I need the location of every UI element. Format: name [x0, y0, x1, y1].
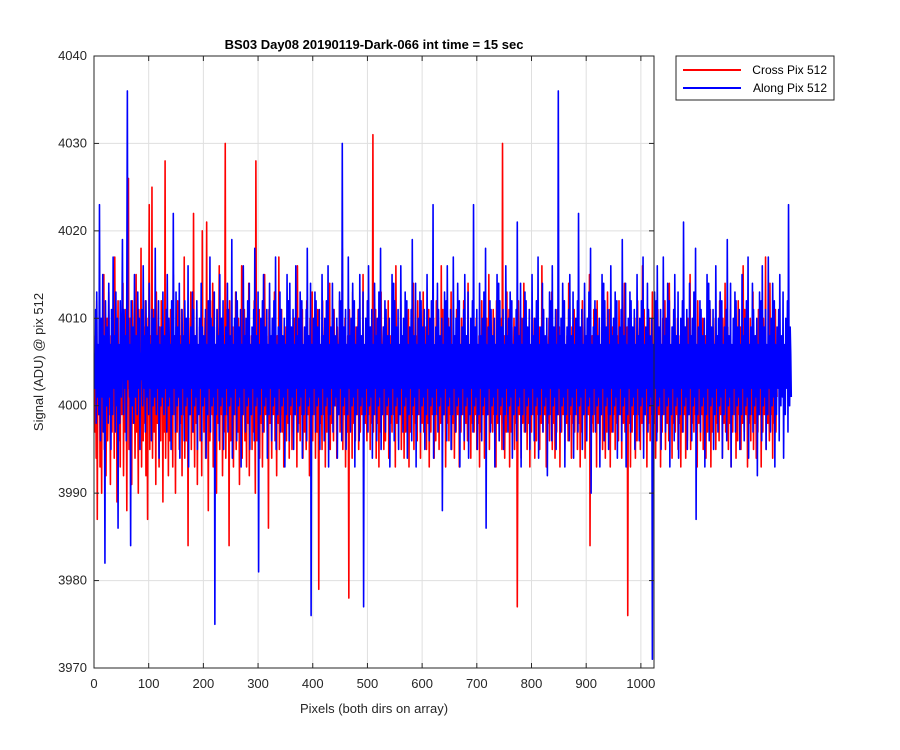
- series-layer: [93, 90, 793, 661]
- x-tick-label: 300: [247, 676, 269, 691]
- y-tick-label: 4010: [58, 310, 87, 325]
- x-tick-label: 700: [466, 676, 488, 691]
- plot-frame: [93, 55, 655, 669]
- y-tick-label: 3970: [58, 660, 87, 675]
- x-tick-label: 100: [138, 676, 160, 691]
- y-tick-label: 4030: [58, 135, 87, 150]
- x-tick-label: 500: [357, 676, 379, 691]
- y-axis-label: Signal (ADU) @ pix 512: [31, 293, 46, 431]
- legend-label-along: Along Pix 512: [753, 81, 827, 95]
- x-tick-label: 1000: [626, 676, 655, 691]
- x-tick-label: 600: [411, 676, 433, 691]
- legend-label-cross: Cross Pix 512: [752, 63, 827, 77]
- x-tick-label: 200: [193, 676, 215, 691]
- y-tick-label: 4000: [58, 398, 87, 413]
- chart-title: BS03 Day08 20190119-Dark-066 int time = …: [225, 37, 524, 52]
- y-tick-label: 4020: [58, 223, 87, 238]
- y-tick-label: 4040: [58, 48, 87, 63]
- legend-box: [675, 55, 835, 101]
- x-tick-label: 900: [575, 676, 597, 691]
- series-line-along-pix-512: [93, 90, 793, 661]
- legend: Cross Pix 512 Along Pix 512: [675, 55, 835, 101]
- x-tick-label: 400: [302, 676, 324, 691]
- y-tick-label: 3980: [58, 573, 87, 588]
- y-tick-label: 3990: [58, 485, 87, 500]
- x-axis-label: Pixels (both dirs on array): [300, 701, 448, 716]
- ticks: 0 100 200 300 400 500 600 700 800 900 1000 3970 3980…: [58, 48, 655, 691]
- x-tick-label: 800: [521, 676, 543, 691]
- x-tick-label: 0: [90, 676, 97, 691]
